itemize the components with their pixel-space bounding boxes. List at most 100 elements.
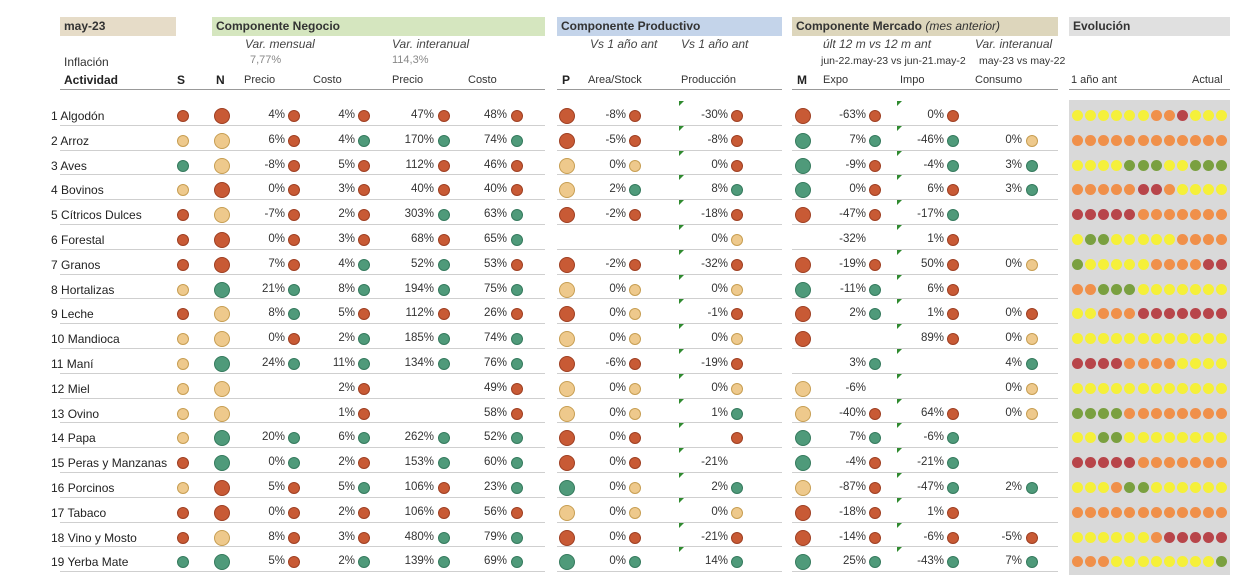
evolution-dot	[1216, 308, 1228, 320]
expo-value: -18%	[839, 505, 866, 518]
var-interanual-label: Var. interanual	[392, 37, 470, 51]
precio-interanual-dot	[438, 506, 450, 519]
precio-interanual-dot	[438, 110, 450, 122]
evolution-dot	[1137, 432, 1149, 444]
p-indicator	[559, 306, 575, 323]
row-divider	[792, 298, 1058, 300]
area-value: -2%	[605, 208, 626, 221]
row-divider	[60, 447, 545, 449]
evolution-dot	[1124, 258, 1136, 270]
row-label: 4 Bovinos	[51, 183, 104, 197]
header-divider-m	[792, 89, 1058, 90]
p-indicator	[559, 108, 575, 124]
activity-name: Vino y Mosto	[64, 530, 137, 545]
p-indicator	[559, 504, 575, 521]
range-12m: jun-22.may-23 vs jun-21.may-2	[821, 55, 966, 67]
costo-interanual-dot	[511, 234, 523, 246]
precio-interanual-dot	[438, 184, 450, 197]
note-flag	[679, 522, 684, 528]
n-indicator	[214, 132, 230, 149]
costo-interanual-dot	[511, 457, 523, 470]
costo-mensual-value: 3%	[338, 233, 355, 245]
produccion-value: 14%	[704, 555, 728, 568]
produccion-value: 0%	[711, 505, 728, 518]
precio-interanual-dot	[438, 531, 450, 544]
note-flag	[679, 423, 684, 429]
evolution-dot	[1203, 506, 1214, 518]
evolution-dot	[1072, 407, 1083, 419]
evolution-dot	[1098, 382, 1110, 394]
precio-interanual-dot	[438, 333, 450, 346]
area-value: 0%	[609, 332, 626, 345]
p-indicator	[559, 430, 575, 447]
row-divider	[60, 372, 545, 374]
evolution-dot	[1189, 382, 1201, 394]
evolution-dot	[1163, 308, 1175, 320]
row-number: 1	[51, 109, 58, 123]
row-divider	[60, 248, 545, 250]
evolution-dot	[1203, 407, 1214, 419]
costo-interanual-dot	[511, 382, 523, 395]
precio-interanual-dot	[438, 358, 450, 370]
evolution-dot	[1098, 358, 1110, 369]
precio-mensual-dot	[288, 482, 300, 494]
evolution-dot	[1085, 358, 1097, 369]
consumo-value: 0%	[1005, 406, 1022, 419]
precio-interanual-dot	[438, 134, 450, 147]
costo-interanual-value: 69%	[483, 555, 507, 568]
period-label: may-23	[64, 19, 106, 33]
row-divider	[792, 571, 1058, 573]
evolution-dot	[1111, 134, 1123, 146]
precio-interanual-dot	[438, 556, 450, 569]
evolution-dot	[1163, 382, 1175, 394]
inflacion-label: Inflación	[64, 55, 109, 69]
row-number: 2	[51, 133, 58, 148]
row-number: 6	[51, 233, 58, 247]
precio-mensual-value: 4%	[268, 109, 285, 121]
s-indicator	[177, 358, 189, 370]
evolution-dot	[1137, 134, 1149, 146]
evolution-dot	[1137, 358, 1149, 369]
p-indicator	[559, 331, 575, 348]
s-indicator	[177, 234, 189, 246]
note-flag	[897, 175, 902, 181]
evolution-dot	[1085, 134, 1097, 146]
note-flag	[897, 497, 902, 503]
p-indicator	[559, 380, 575, 397]
evolution-dot	[1085, 457, 1097, 469]
evolution-dot	[1085, 432, 1097, 444]
n-indicator	[214, 281, 230, 298]
row-divider	[60, 298, 545, 300]
area-value: -2%	[605, 257, 626, 270]
m-indicator	[795, 108, 811, 124]
precio-mensual-value: 21%	[261, 282, 285, 295]
evolution-dot	[1150, 159, 1162, 171]
note-flag	[897, 473, 902, 478]
impo-value: -6%	[923, 530, 944, 543]
row-divider	[792, 348, 1058, 349]
area-value: -5%	[605, 133, 626, 146]
s-indicator	[177, 432, 189, 445]
row-number: 19	[51, 555, 65, 570]
evolution-dot	[1216, 506, 1228, 518]
precio-mensual-dot	[288, 556, 300, 569]
evolution-dot	[1189, 482, 1201, 493]
s-indicator	[177, 333, 189, 346]
m-indicator	[795, 256, 811, 273]
row-divider	[60, 273, 545, 275]
activity-name: Granos	[57, 257, 101, 272]
row-label: 3 Aves	[51, 159, 87, 173]
expo-dot	[869, 184, 881, 197]
evolution-dot	[1124, 358, 1136, 369]
row-label: 14 Papa	[51, 431, 96, 445]
impo-value: -21%	[917, 456, 944, 469]
consumo-dot	[1026, 134, 1038, 147]
note-flag	[679, 225, 684, 230]
area-value: 0%	[609, 456, 626, 469]
activity-name: Mandioca	[64, 332, 120, 347]
costo-interanual-dot	[511, 506, 523, 519]
evolution-dot	[1072, 258, 1083, 270]
expo-value: -14%	[839, 530, 866, 543]
evolution-dot	[1111, 159, 1123, 171]
row-divider	[557, 348, 782, 349]
